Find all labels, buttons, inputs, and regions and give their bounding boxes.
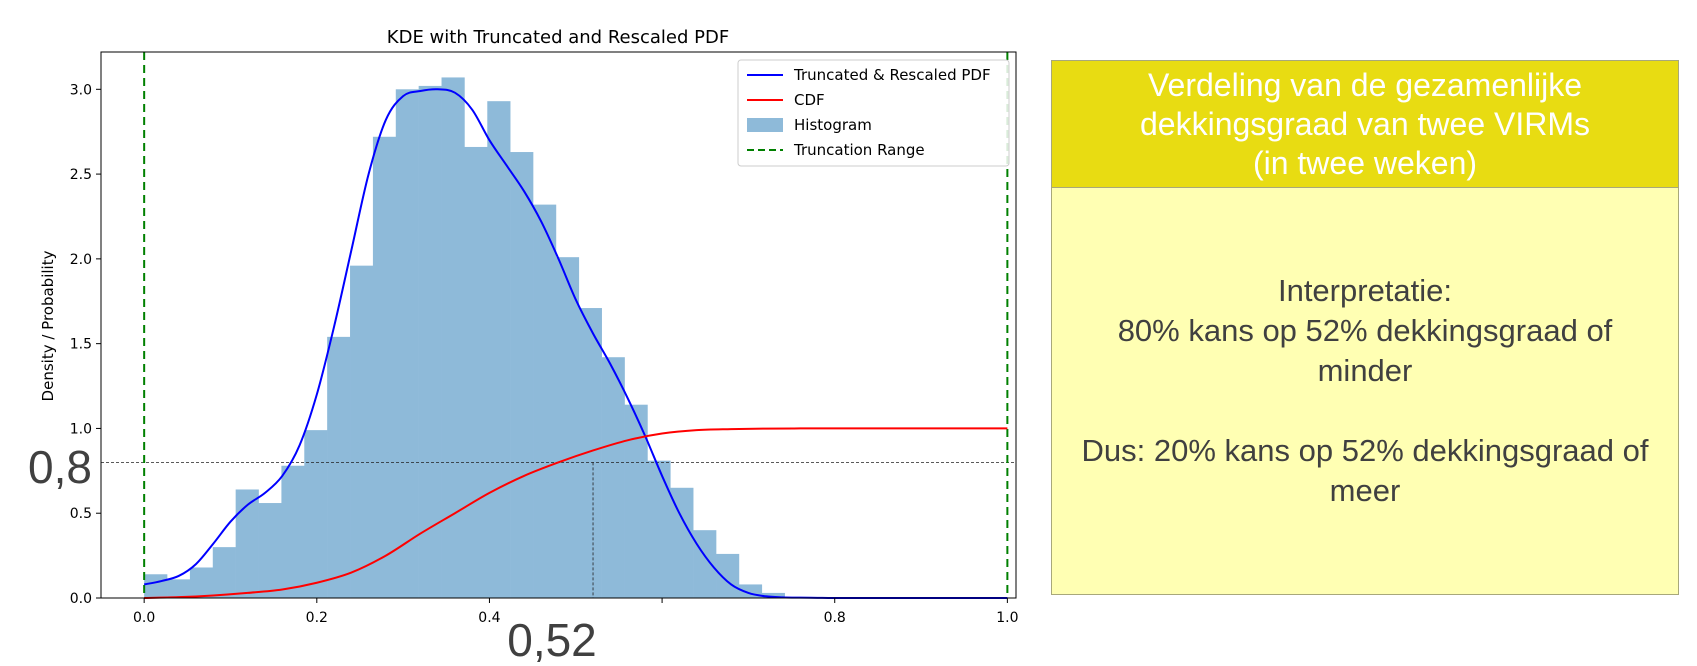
histogram-bar	[716, 553, 740, 598]
legend-label: Truncated & Rescaled PDF	[793, 66, 991, 84]
y-tick-label: 1.0	[70, 421, 92, 437]
legend: Truncated & Rescaled PDF CDF Histogram Trun…	[737, 59, 1010, 167]
histogram-bar	[647, 460, 671, 598]
legend-label: Histogram	[794, 116, 872, 134]
y-tick-label: 0.5	[70, 506, 92, 522]
histogram-bar	[624, 404, 648, 598]
histogram-bar	[670, 487, 694, 598]
panel-header: Verdeling van de gezamenlijke dekkingsgr…	[1051, 60, 1679, 188]
histogram-bar	[464, 146, 488, 598]
histogram-bar	[189, 567, 214, 598]
histogram-bar	[441, 77, 465, 598]
panel-title-line: dekkingsgraad van twee VIRMs	[1140, 105, 1590, 142]
x-tick-label: 0.4	[478, 610, 500, 626]
interpretation-line-1: 80% kans op 52% dekkingsgraad of minder	[1117, 313, 1613, 388]
histogram-bar	[212, 547, 236, 598]
axes: 0.0 0.2 0.4 0.8 1.0 0.0 0.5 1.0 1.5 2.0 2.5 3.0	[70, 51, 1019, 626]
panel-title-line: (in twee weken)	[1252, 144, 1478, 181]
y-tick-label: 3.0	[70, 82, 92, 98]
cdf-curve	[144, 427, 1008, 599]
kde-chart: KDE with Truncated and Rescaled PDF Dens…	[28, 27, 1019, 666]
y-axis-label: Density / Probability	[39, 250, 57, 401]
histogram-bar	[510, 152, 534, 599]
histogram-bar	[395, 89, 419, 598]
histogram-bars	[144, 77, 785, 599]
legend-box	[737, 59, 1010, 167]
histogram-bar	[533, 204, 557, 598]
histogram-bar	[327, 336, 351, 598]
histogram-bar	[693, 530, 717, 598]
y-tick-label: 1.5	[70, 337, 92, 353]
pdf-curve	[143, 88, 1008, 600]
histogram-bar	[487, 101, 511, 598]
x-tick-label: 0.0	[133, 610, 155, 626]
annotation-y-value: 0,8	[28, 441, 92, 493]
legend-swatch	[747, 118, 783, 132]
histogram-bar	[350, 265, 374, 598]
histogram-bar	[418, 85, 442, 599]
histogram-bar	[235, 489, 259, 598]
histogram-bar	[304, 430, 328, 598]
histogram-bar	[281, 465, 305, 598]
x-tick-label: 0.8	[824, 610, 846, 626]
interpretation-line-2: Dus: 20% kans op 52% dekkingsgraad of me…	[1081, 433, 1649, 508]
plot-frame	[100, 51, 1017, 599]
histogram-bar	[761, 592, 785, 598]
histogram-bar	[555, 257, 580, 598]
chart-curves	[143, 88, 1008, 600]
panel-title-line: Verdeling van de gezamenlijke	[1147, 66, 1583, 103]
histogram-bar	[167, 579, 191, 598]
y-tick-label: 0.0	[70, 591, 92, 607]
y-tick-label: 2.0	[70, 252, 92, 268]
legend-label: CDF	[794, 91, 825, 109]
annotation-x-value: 0,52	[507, 614, 597, 666]
legend-label: Truncation Range	[793, 141, 925, 159]
panel-title: Verdeling van de gezamenlijke dekkingsgr…	[1140, 66, 1590, 183]
x-tick-label: 1.0	[996, 610, 1018, 626]
chart-title: KDE with Truncated and Rescaled PDF	[387, 27, 729, 48]
histogram-bar	[258, 503, 282, 598]
histogram-bar	[601, 357, 625, 598]
interpretation-label: Interpretatie:	[1277, 273, 1453, 308]
interpretation-panel: Interpretatie: 80% kans op 52% dekkingsg…	[1051, 187, 1679, 595]
histogram-bar	[144, 574, 168, 598]
histogram-bar	[372, 136, 397, 599]
x-tick-label: 0.2	[306, 610, 328, 626]
histogram-bar	[578, 308, 602, 598]
y-tick-label: 2.5	[70, 167, 92, 183]
